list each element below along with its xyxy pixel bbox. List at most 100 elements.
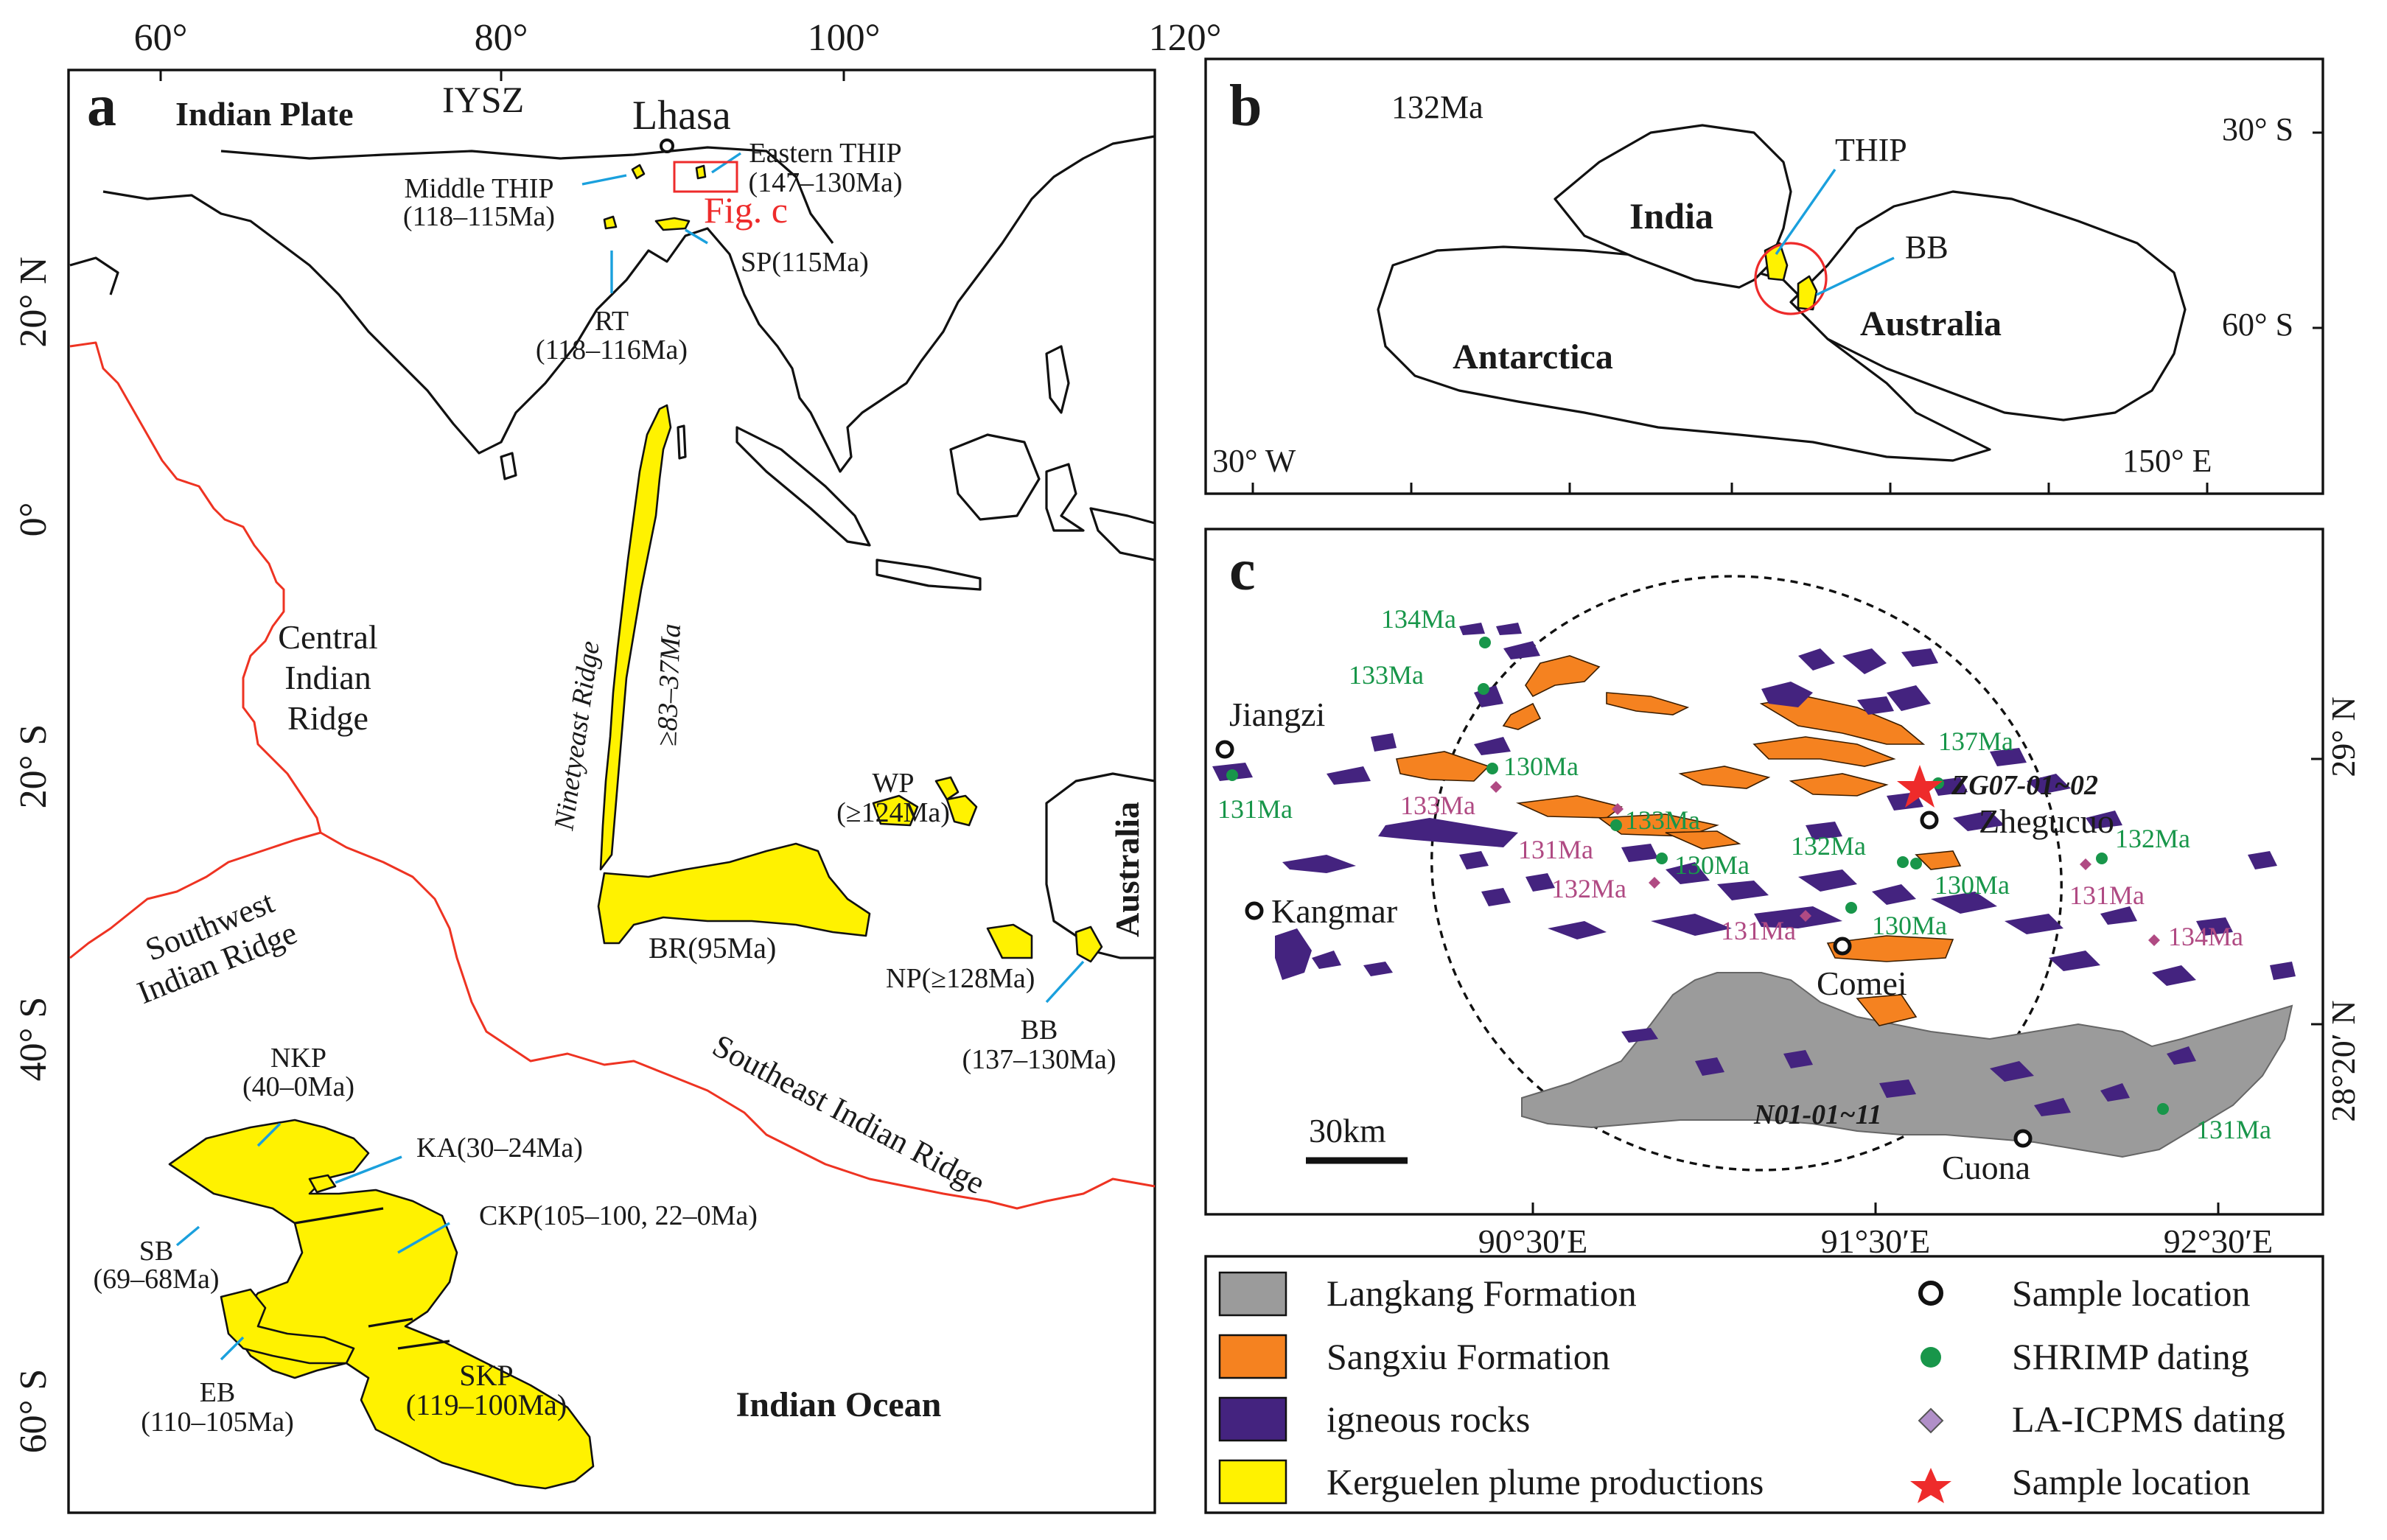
label-thip: THIP <box>1835 132 1907 168</box>
lat-label-29n: 29° N <box>2324 696 2362 777</box>
asia-coastline <box>102 135 1156 473</box>
legend-star-icon <box>1910 1468 1951 1503</box>
fig-c-box <box>673 161 738 193</box>
shrimp-label: 130Ma <box>1935 870 2010 900</box>
label-middle-thip-age: (118–115Ma) <box>403 201 555 232</box>
sp-shape <box>654 217 691 231</box>
laicpms-diamond <box>2080 858 2091 870</box>
laicpms-label: 133Ma <box>1400 791 1475 820</box>
shrimp-label: 133Ma <box>1625 805 1700 835</box>
ninetyeast-ridge-shape <box>599 404 672 871</box>
sulawesi <box>1045 463 1085 532</box>
laicpms-label: 131Ma <box>2069 881 2145 910</box>
label-wp-age: (≥124Ma) <box>836 797 950 828</box>
laicpms-label: 131Ma <box>1721 916 1796 945</box>
shrimp-dot <box>1479 637 1491 648</box>
label-indian-ocean: Indian Ocean <box>736 1385 942 1424</box>
lon-label-9030: 90°30′E <box>1478 1222 1588 1260</box>
panel-b-frame <box>1204 57 2324 495</box>
shrimp-label: 130Ma <box>1872 911 1947 940</box>
label-antarctica: Antarctica <box>1453 337 1613 377</box>
label-nkp-age: (40–0Ma) <box>242 1071 354 1102</box>
arrow-bb <box>1045 960 1085 1004</box>
shrimp-dot <box>1226 769 1238 781</box>
label-skp-age: (119–100Ma) <box>406 1388 567 1421</box>
arrow-thip <box>1775 169 1836 255</box>
langkang-formation <box>1521 972 2293 1158</box>
label-comei: Comei <box>1817 965 1907 1002</box>
ka-shape <box>308 1174 337 1194</box>
np-shape <box>986 923 1033 959</box>
eastern-thip-shape <box>695 164 707 180</box>
cuona-marker <box>2013 1129 2033 1148</box>
arrow-ckp <box>397 1222 450 1254</box>
label-eb-age: (110–105Ma) <box>141 1407 294 1438</box>
australia-shape <box>1789 190 2187 421</box>
label-indian-plate: Indian Plate <box>175 95 354 133</box>
lon-tick-120: 120° <box>1149 17 1222 59</box>
shrimp-dot <box>1897 856 1909 868</box>
label-cuona: Cuona <box>1942 1149 2030 1186</box>
label-eb: EB <box>200 1377 236 1408</box>
label-iysz: IYSZ <box>442 79 524 120</box>
panel-b: b 132Ma 30° S 60° S 30° W 150° E India A… <box>1204 57 2324 495</box>
label-sb: SB <box>139 1236 173 1267</box>
legend: Langkang Formation Sangxiu Formation ign… <box>1204 1255 2324 1514</box>
lon-tick-80: 80° <box>475 17 528 59</box>
legend-shrimp-icon <box>1921 1347 1941 1368</box>
central-indian-ridge <box>69 341 322 833</box>
kangmar-marker <box>1245 901 1264 920</box>
place-markers <box>1215 740 2033 1148</box>
legend-label-shrimp: SHRIMP dating <box>2012 1336 2249 1377</box>
lat-tick-40s: 40° S <box>13 997 55 1082</box>
lat-tick-20n: 20° N <box>13 256 55 347</box>
laicpms-diamond <box>2148 934 2160 946</box>
label-rt-age: (118–116Ma) <box>536 335 688 365</box>
igneous-rocks <box>1212 623 2296 1116</box>
wp-shape-1 <box>872 794 919 827</box>
wp-shape-2 <box>934 776 960 801</box>
label-southeast-indian-ridge: Southeast Indian Ridge <box>707 1027 991 1201</box>
laicpms-labels: 133Ma 131Ma 132Ma 131Ma 131Ma 134Ma <box>1400 791 2243 951</box>
label-ka: KA(30–24Ma) <box>416 1133 583 1163</box>
thip-shape <box>1764 242 1789 281</box>
panel-b-letter: b <box>1229 74 1262 139</box>
label-kangmar: Kangmar <box>1271 892 1397 930</box>
shrimp-label: 130Ma <box>1674 850 1750 880</box>
shrimp-dot <box>2096 853 2108 864</box>
legend-sample-location-icon <box>1918 1281 1943 1306</box>
lon-tick-100: 100° <box>808 17 881 59</box>
new-guinea <box>1089 507 1156 561</box>
arabia-coast <box>69 256 119 295</box>
legend-laicpms-icon <box>1918 1407 1944 1434</box>
label-australia-b: Australia <box>1860 304 2002 343</box>
label-sb-age: (69–68Ma) <box>94 1264 220 1295</box>
label-india: India <box>1629 195 1713 237</box>
label-br: BR(95Ma) <box>649 931 776 965</box>
laicpms-label: 132Ma <box>1551 874 1626 903</box>
label-wp: WP <box>873 768 915 799</box>
sri-lanka <box>500 452 517 480</box>
shrimp-dot <box>1610 819 1622 831</box>
label-central-indian: Indian <box>284 659 371 696</box>
jiangzi-marker <box>1215 740 1234 759</box>
label-zhegucuo: Zhegucuo <box>1979 802 2114 840</box>
tibet-boundary <box>220 146 834 244</box>
laicpms-diamond <box>1490 781 1502 793</box>
legend-label-langkang: Langkang Formation <box>1327 1273 1637 1314</box>
label-eastern-thip: Eastern THIP <box>749 138 901 169</box>
zhegucuo-marker <box>1920 811 1939 830</box>
australia-land <box>1045 772 1156 959</box>
panel-c-letter: c <box>1229 538 1256 603</box>
label-np: NP(≥128Ma) <box>886 963 1035 994</box>
plateau-internal-lines <box>294 1207 450 1350</box>
label-rt: RT <box>595 306 629 337</box>
legend-label-kerguelen: Kerguelen plume productions <box>1327 1461 1764 1502</box>
lat-tick-0: 0° <box>13 503 55 537</box>
panel-b-lon-150e: 150° E <box>2122 443 2212 479</box>
arrow-sp <box>685 228 708 245</box>
shrimp-dot <box>1478 683 1489 695</box>
legend-label-sample-location: Sample location <box>2012 1273 2251 1314</box>
laicpms-diamond <box>1612 803 1624 815</box>
laicpms-diamond <box>1800 910 1811 922</box>
